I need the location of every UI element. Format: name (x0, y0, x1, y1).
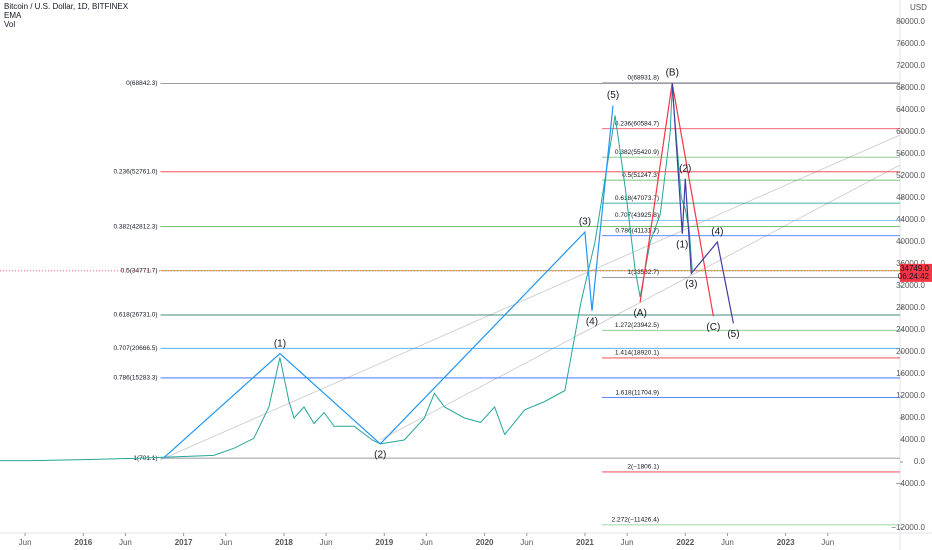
y-tick-label: 72000.0 (896, 61, 925, 70)
y-tick-label: 16000.0 (896, 369, 925, 378)
fib-label: 1.414(18920.1) (615, 350, 659, 357)
x-tick-label: 2021 (576, 538, 594, 547)
fib-label: 0.786(15283.3) (113, 375, 157, 382)
y-tick-label: 80000.0 (896, 17, 925, 26)
y-tick-label: 64000.0 (896, 105, 925, 114)
x-tick-label: 2020 (476, 538, 494, 547)
y-tick-label: 56000.0 (896, 149, 925, 158)
trend-line (159, 134, 901, 461)
y-tick-label: 60000.0 (896, 127, 925, 136)
x-tick-label: Jun (821, 538, 834, 547)
wave-label: (3) (685, 279, 697, 290)
y-tick-label: −12000.0 (891, 523, 925, 532)
y-tick-label: 4000.0 (901, 435, 926, 444)
y-tick-label: 28000.0 (896, 303, 925, 312)
last-price-label: 34749.0 (900, 264, 929, 273)
y-tick-label: 24000.0 (896, 325, 925, 334)
fib-label: 2.272(−11426.4) (612, 517, 659, 524)
fib-label: 0.618(26731.0) (113, 312, 157, 319)
wave-line (163, 105, 614, 459)
x-tick-label: 2023 (777, 538, 795, 547)
y-tick-label: 76000.0 (896, 39, 925, 48)
wave-label: (4) (586, 316, 598, 327)
y-tick-label: 52000.0 (896, 171, 925, 180)
indicator: Vol (4, 20, 15, 29)
x-tick-label: Jun (520, 538, 533, 547)
price-line (0, 87, 693, 462)
wave-label: (A) (633, 308, 646, 319)
wave-label: (2) (679, 163, 691, 174)
wave-label: (1) (676, 239, 688, 250)
chart-title: Bitcoin / U.S. Dollar, 1D, BITFINEX (4, 2, 129, 11)
wave-label: (4) (711, 227, 723, 238)
fib-label: 0(68842.3) (126, 80, 157, 87)
x-tick-label: 2017 (175, 538, 193, 547)
fib-label: 0.382(42812.3) (113, 223, 157, 230)
x-tick-label: Jun (621, 538, 634, 547)
fib-label: 1(33562.7) (628, 269, 659, 276)
fib-label: 0.618(47073.7) (615, 195, 659, 202)
y-tick-label: 20000.0 (896, 347, 925, 356)
y-tick-label: 40000.0 (896, 237, 925, 246)
y-tick-label: 36000.0 (896, 259, 925, 268)
y-tick-label: 0.0 (914, 457, 926, 466)
x-tick-label: 2022 (676, 538, 694, 547)
fib-label: 0.5(51247.3) (622, 172, 659, 179)
y-tick-label: 44000.0 (896, 215, 925, 224)
fib-label: 1.618(11704.9) (615, 389, 659, 396)
fib-label: 0.236(52761.0) (113, 169, 157, 176)
y-tick-label: 12000.0 (896, 391, 925, 400)
fib-label: 0.382(55420.9) (615, 149, 659, 156)
wave-line (671, 83, 734, 324)
countdown: 06:24:42 (898, 272, 930, 281)
fib-label: 0.236(60584.7) (615, 121, 659, 128)
wave-label: (2) (374, 449, 386, 460)
fib-label: 0.707(20666.5) (113, 345, 157, 352)
x-tick-label: Jun (219, 538, 232, 547)
indicator: EMA (4, 11, 22, 20)
x-tick-label: Jun (721, 538, 734, 547)
x-tick-label: Jun (19, 538, 32, 547)
y-tick-label: −4000.0 (896, 479, 926, 488)
x-tick-label: 2018 (275, 538, 293, 547)
y-tick-label: 48000.0 (896, 193, 925, 202)
fib-label: 1.272(23942.5) (615, 322, 659, 329)
y-tick-label: 68000.0 (896, 83, 925, 92)
y-tick-label: 32000.0 (896, 281, 925, 290)
y-tick-label: 8000.0 (901, 413, 926, 422)
wave-label: (5) (607, 90, 619, 101)
wave-label: (B) (666, 68, 679, 79)
x-tick-label: 2019 (375, 538, 393, 547)
wave-label: (3) (579, 217, 591, 228)
fib-label: 0(68931.8) (628, 75, 659, 82)
wave-label: (C) (706, 322, 720, 333)
fib-label: 0.5(34771.7) (121, 267, 158, 274)
fib-label: 0.707(43925.8) (615, 212, 659, 219)
x-tick-label: Jun (320, 538, 333, 547)
trend-line (379, 164, 901, 441)
x-tick-label: 2016 (74, 538, 92, 547)
x-tick-label: Jun (119, 538, 132, 547)
fib-label: 2(−1806.1) (627, 464, 659, 471)
x-tick-label: Jun (420, 538, 433, 547)
currency: USD (910, 3, 927, 12)
last-price-tag (900, 263, 932, 282)
wave-label: (1) (274, 338, 286, 349)
fib-label: 0.786(41131.7) (615, 227, 659, 234)
wave-label: (5) (727, 329, 739, 340)
